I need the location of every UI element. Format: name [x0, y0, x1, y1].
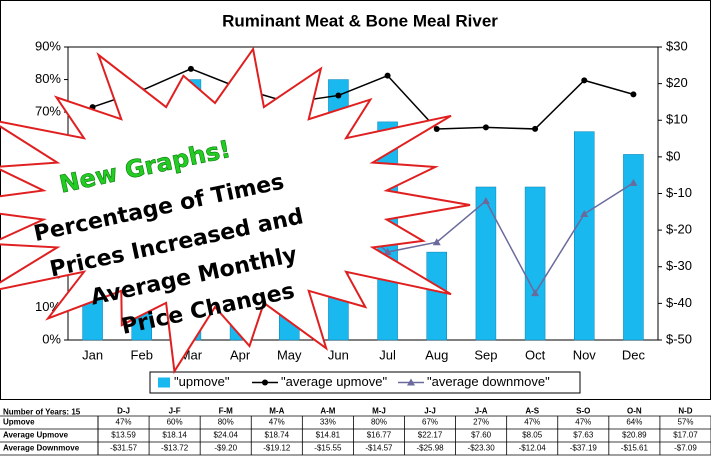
- marker: [483, 124, 489, 130]
- legend-swatch: [262, 380, 268, 386]
- table-header: N-D: [678, 407, 692, 416]
- table-header: A-M: [320, 407, 335, 416]
- table-cell: -$7.09: [674, 444, 697, 453]
- y2-tick-label: $20: [666, 75, 688, 90]
- marker: [188, 66, 194, 72]
- table-cell: -$13.72: [161, 444, 189, 453]
- table-cell: -$14.57: [365, 444, 393, 453]
- marker: [532, 126, 538, 132]
- x-tick-label: May: [277, 347, 302, 362]
- table-header: O-N: [627, 407, 642, 416]
- y2-tick-label: $-20: [666, 222, 692, 237]
- y2-tick-label: $-10: [666, 185, 692, 200]
- table-cell: $7.63: [573, 431, 594, 440]
- legend-label: "average upmove": [281, 374, 387, 389]
- y-tick-label: 80%: [35, 71, 61, 86]
- y2-tick-label: $-50: [666, 331, 692, 346]
- x-tick-label: Aug: [425, 347, 448, 362]
- table-cell: -$15.61: [621, 444, 649, 453]
- marker: [434, 126, 440, 132]
- x-tick-label: Jul: [379, 347, 396, 362]
- table-header: A-S: [525, 407, 539, 416]
- table-cell: $20.89: [622, 431, 647, 440]
- chart-title: Ruminant Meat & Bone Meal River: [222, 11, 498, 30]
- table-cell: 47%: [269, 418, 285, 427]
- legend-swatch: [158, 378, 170, 388]
- table-cell: -$31.57: [110, 444, 138, 453]
- table-cell: -$23.30: [468, 444, 496, 453]
- table-cell: -$37.19: [570, 444, 598, 453]
- table-cell: $24.04: [213, 431, 238, 440]
- table-cell: $16.77: [367, 431, 392, 440]
- bar: [476, 187, 496, 340]
- table-cell: 47%: [116, 418, 132, 427]
- y2-tick-label: $-30: [666, 258, 692, 273]
- table-cell: $17.07: [673, 431, 698, 440]
- x-tick-label: Dec: [622, 347, 646, 362]
- bar: [574, 132, 594, 340]
- table-header: D-J: [117, 407, 130, 416]
- x-tick-label: Feb: [131, 347, 153, 362]
- table-cell: 60%: [167, 418, 183, 427]
- page: Ruminant Meat & Bone Meal River 0%10%20%…: [0, 0, 711, 456]
- x-tick-label: Jan: [82, 347, 103, 362]
- table-cell: -$12.04: [519, 444, 547, 453]
- table-cell: 64%: [626, 418, 642, 427]
- marker: [335, 92, 341, 98]
- bar: [525, 187, 545, 340]
- x-tick-label: Jun: [328, 347, 349, 362]
- table-cell: $22.17: [418, 431, 443, 440]
- x-tick-label: Apr: [230, 347, 251, 362]
- y-tick-label: 90%: [35, 38, 61, 53]
- bar: [427, 252, 447, 340]
- legend-label: "upmove": [174, 374, 230, 389]
- table-cell: 67%: [422, 418, 438, 427]
- table-cell: 47%: [524, 418, 540, 427]
- table-cell: -$9.20: [214, 444, 237, 453]
- table-cell: $14.81: [316, 431, 341, 440]
- y2-tick-label: $10: [666, 112, 688, 127]
- table-cell: 80%: [371, 418, 387, 427]
- table-cell: -$19.12: [263, 444, 291, 453]
- y-tick-label: 0%: [42, 331, 61, 346]
- table-header: J-J: [424, 407, 436, 416]
- table-cell: -$15.55: [314, 444, 342, 453]
- marker: [581, 77, 587, 83]
- y2-tick-label: $-40: [666, 295, 692, 310]
- y2-tick-label: $30: [666, 38, 688, 53]
- table-cell: 33%: [320, 418, 336, 427]
- table-cell: 57%: [677, 418, 693, 427]
- chart: Ruminant Meat & Bone Meal River 0%10%20%…: [0, 0, 711, 456]
- marker: [385, 73, 391, 79]
- y2-tick-label: $0: [666, 148, 680, 163]
- table-cell: $13.59: [111, 431, 136, 440]
- table-header: J-A: [475, 407, 488, 416]
- table-cell: 47%: [575, 418, 591, 427]
- table-cell: $18.14: [162, 431, 187, 440]
- table-cell: -$25.98: [416, 444, 444, 453]
- marker: [630, 91, 636, 97]
- x-tick-label: Oct: [525, 347, 546, 362]
- table-corner: Number of Years: 15: [3, 408, 81, 417]
- x-tick-label: Nov: [573, 347, 597, 362]
- table-header: J-F: [169, 407, 181, 416]
- table-row-label: Average Upmove: [3, 431, 69, 440]
- table-cell: $7.60: [471, 431, 492, 440]
- table-cell: $18.74: [265, 431, 290, 440]
- table-header: S-O: [576, 407, 590, 416]
- table-header: M-A: [269, 407, 284, 416]
- table-header: M-J: [372, 407, 386, 416]
- table-cell: 27%: [473, 418, 489, 427]
- table-cell: $8.05: [522, 431, 543, 440]
- legend-label: "average downmove": [427, 374, 550, 389]
- table-row-label: Average Downmove: [3, 444, 80, 453]
- x-tick-label: Sep: [474, 347, 497, 362]
- table-row-label: Upmove: [3, 418, 35, 427]
- table-header: F-M: [219, 407, 234, 416]
- table-cell: 80%: [218, 418, 234, 427]
- y-tick-label: 70%: [35, 104, 61, 119]
